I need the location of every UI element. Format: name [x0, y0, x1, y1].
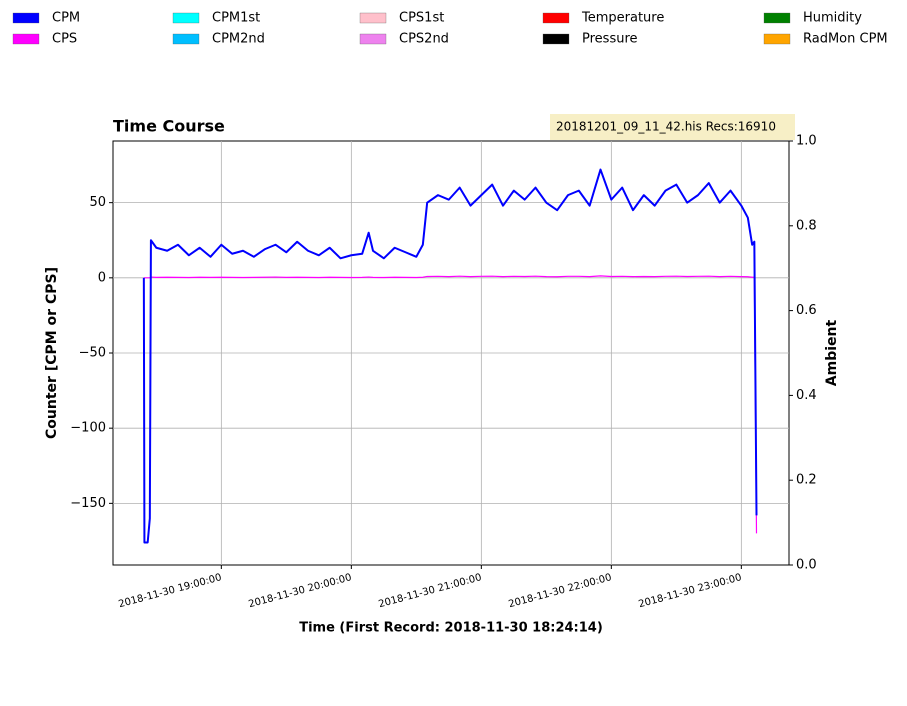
x-tick-label: 2018-11-30 22:00:00 [507, 572, 612, 610]
info-text: 20181201_09_11_42.his Recs:16910 [556, 120, 776, 134]
legend-swatch [763, 12, 791, 24]
y2-tick-label: 0.0 [796, 558, 817, 573]
legend-swatch [359, 12, 387, 24]
x-tick-label: 2018-11-30 20:00:00 [247, 572, 352, 610]
y2-tick-label: 0.2 [796, 473, 817, 488]
legend-label: CPS1st [399, 11, 444, 26]
info-box [550, 114, 795, 140]
legend-swatch [542, 33, 570, 45]
y2-tick-label: 0.8 [796, 218, 817, 233]
series-line [143, 275, 758, 534]
y-tick-label: 0 [98, 270, 106, 285]
legend-label: RadMon CPM [803, 32, 888, 47]
x-tick-label: 2018-11-30 23:00:00 [637, 572, 742, 610]
y2-tick-label: 0.4 [796, 388, 817, 403]
y-tick-label: −150 [70, 496, 106, 511]
legend-swatch [12, 33, 40, 45]
y-tick-label: 50 [89, 195, 106, 210]
legend-label: CPM [52, 11, 80, 26]
y2-tick-label: 0.6 [796, 303, 817, 318]
y-tick-label: −100 [70, 421, 106, 436]
legend-label: Humidity [803, 11, 862, 26]
x-tick-label: 2018-11-30 21:00:00 [377, 572, 482, 610]
legend-label: CPM2nd [212, 32, 265, 47]
legend-swatch [172, 12, 200, 24]
y-tick-label: −50 [79, 346, 106, 361]
legend-swatch [763, 33, 791, 45]
legend-swatch [542, 12, 570, 24]
y2-tick-label: 1.0 [796, 134, 817, 149]
legend-swatch [172, 33, 200, 45]
legend-label: Pressure [582, 32, 638, 47]
legend-label: CPS2nd [399, 32, 449, 47]
y-axis-label: Counter [CPM or CPS] [44, 267, 60, 439]
legend-swatch [12, 12, 40, 24]
legend-label: CPS [52, 32, 77, 47]
x-axis-label: Time (First Record: 2018-11-30 18:24:14) [299, 621, 603, 636]
y2-axis-label: Ambient [824, 319, 840, 386]
legend-label: Temperature [581, 11, 664, 26]
chart-title: Time Course [113, 117, 225, 136]
legend-swatch [359, 33, 387, 45]
x-tick-label: 2018-11-30 19:00:00 [117, 572, 222, 610]
series-line [142, 168, 758, 544]
legend-label: CPM1st [212, 11, 260, 26]
